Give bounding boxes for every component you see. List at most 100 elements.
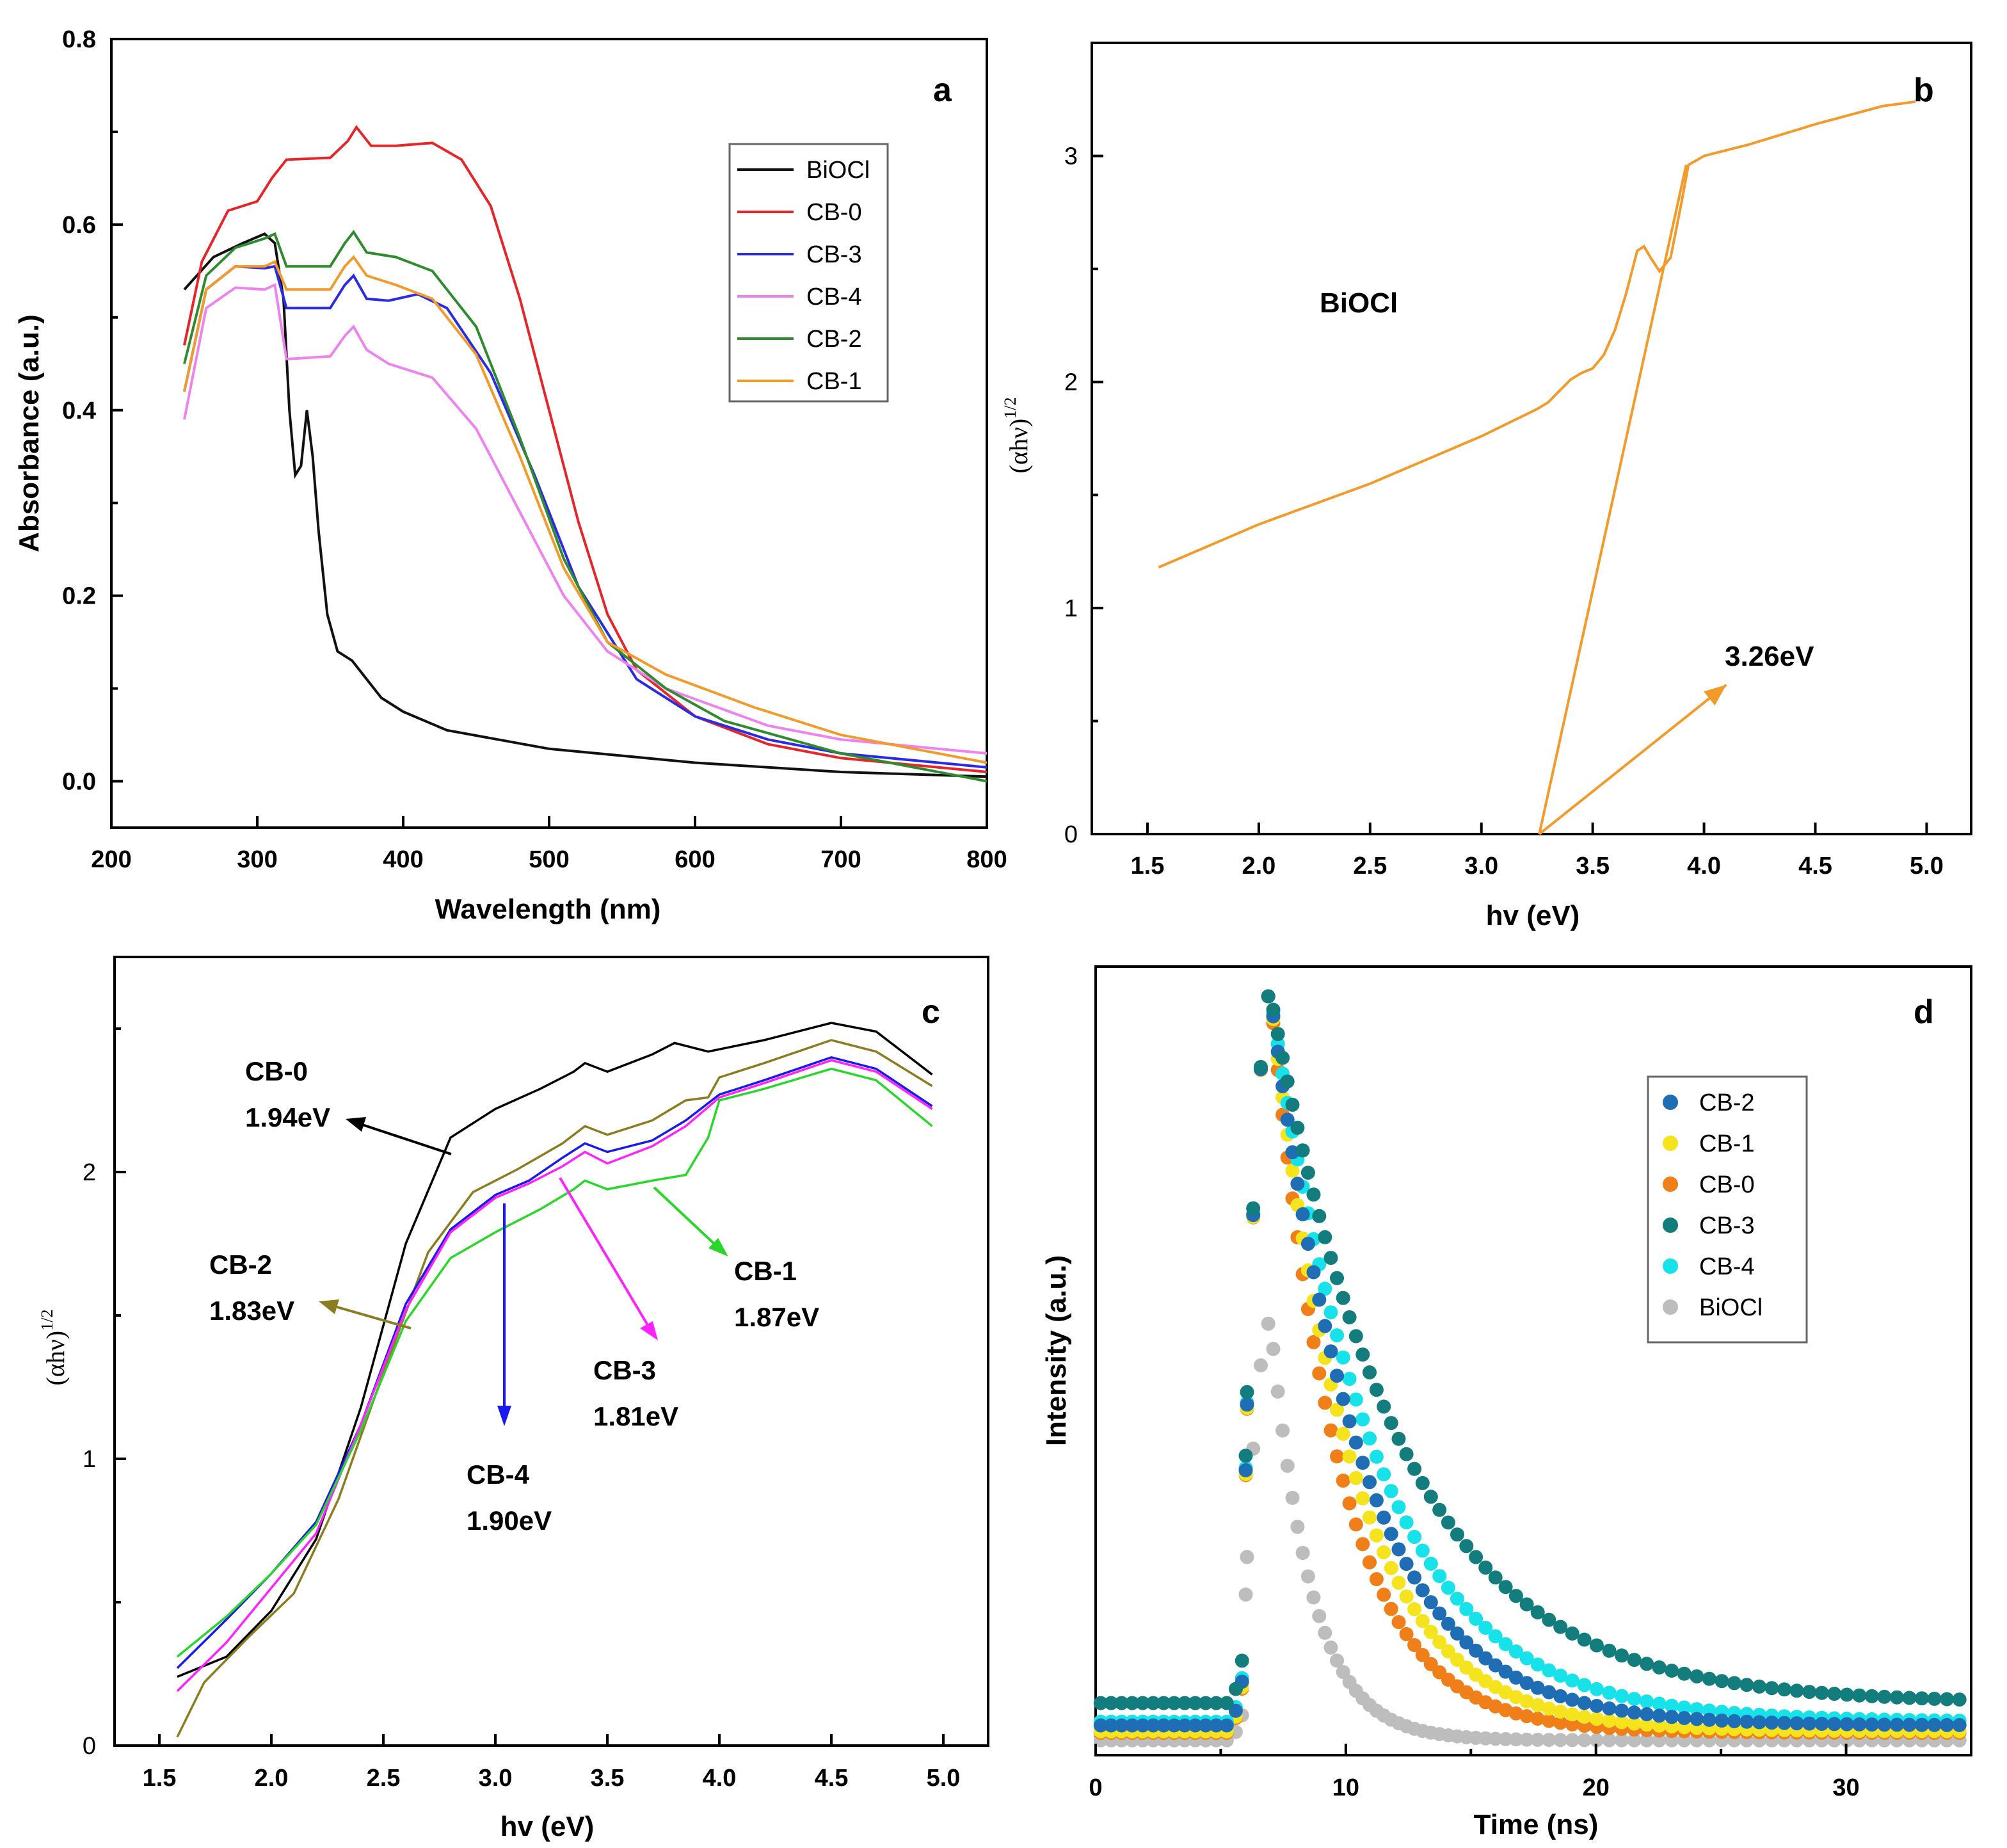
data-point-CB-2 — [1219, 1718, 1234, 1733]
panel-c-ticks: 1.5 2.0 2.5 3.0 3.5 4.0 4.5 5.0 0 1 2 — [83, 1027, 960, 1792]
data-point-CB-4 — [1542, 1663, 1556, 1678]
data-point-CB-2 — [1199, 1718, 1213, 1733]
data-point-CB-1 — [1530, 1698, 1545, 1712]
data-point-CB-0 — [1553, 1715, 1568, 1730]
data-point-CB-1 — [1369, 1528, 1384, 1543]
series-line-CB-3 — [183, 264, 988, 769]
data-point-CB-3 — [1104, 1696, 1119, 1710]
data-point-CB-3 — [1363, 1365, 1377, 1379]
data-point-CB-3 — [1209, 1696, 1224, 1710]
series-line-CB-1 — [176, 1067, 933, 1658]
data-point-CB-2 — [1342, 1414, 1357, 1429]
data-point-CB-0 — [1312, 1366, 1327, 1381]
y-tick-label: 0 — [1064, 821, 1078, 848]
data-point-CB-2 — [1677, 1711, 1691, 1725]
data-point-CB-2 — [1802, 1716, 1817, 1731]
data-point-CB-4 — [1441, 1580, 1455, 1595]
legend-marker — [1663, 1095, 1678, 1110]
panel-c-annotations: CB-0 1.94eV CB-2 1.83eV CB-4 1.90eV CB-3… — [209, 1056, 819, 1536]
data-point-CB-2 — [1300, 1237, 1315, 1251]
data-point-CB-1 — [1330, 1402, 1344, 1417]
data-point-BiOCl — [1615, 1733, 1629, 1748]
data-point-CB-0 — [1323, 1423, 1338, 1438]
x-tick-label: 0 — [1089, 1774, 1102, 1801]
x-tick-label: 4.5 — [1798, 853, 1832, 880]
data-point-CB-2 — [1432, 1606, 1447, 1621]
data-point-BiOCl — [1300, 1569, 1315, 1584]
data-point-CB-0 — [1348, 1517, 1363, 1532]
data-point-CB-3 — [1377, 1399, 1391, 1414]
data-point-CB-2 — [1114, 1718, 1129, 1733]
data-point-CB-3 — [1952, 1692, 1967, 1707]
y-tick-label: 1 — [83, 1446, 96, 1473]
data-point-BiOCl — [1312, 1609, 1327, 1623]
data-point-CB-3 — [1156, 1696, 1171, 1710]
legend-marker — [1663, 1177, 1678, 1192]
data-point-CB-3 — [1441, 1515, 1455, 1530]
cb4-value: 1.90eV — [467, 1506, 552, 1536]
data-point-CB-4 — [1377, 1467, 1391, 1482]
data-point-CB-4 — [1488, 1629, 1503, 1644]
data-point-CB-3 — [1266, 1002, 1281, 1017]
data-point-CB-2 — [1423, 1595, 1438, 1610]
legend-label: CB-1 — [1699, 1130, 1755, 1157]
data-point-CB-1 — [1519, 1694, 1534, 1708]
data-point-CB-0 — [1342, 1496, 1357, 1511]
data-point-BiOCl — [1238, 1587, 1253, 1602]
data-point-BiOCl — [1553, 1733, 1568, 1748]
legend-label: CB-0 — [806, 199, 862, 226]
data-point-BiOCl — [1306, 1590, 1321, 1605]
data-point-CB-2 — [1827, 1717, 1842, 1731]
data-point-CB-2 — [1577, 1696, 1592, 1710]
data-point-CB-0 — [1318, 1395, 1332, 1410]
data-point-CB-3 — [1391, 1431, 1406, 1446]
cb3-arrow — [559, 1177, 649, 1326]
data-point-CB-0 — [1330, 1449, 1344, 1464]
data-point-CB-1 — [1615, 1715, 1629, 1730]
data-point-CB-1 — [1627, 1716, 1642, 1731]
data-point-CB-3 — [1342, 1310, 1357, 1324]
data-point-CB-2 — [1542, 1685, 1556, 1699]
data-point-BiOCl — [1577, 1733, 1592, 1748]
data-point-CB-2 — [1902, 1717, 1917, 1732]
panel-b: 1.5 2.0 2.5 3.0 3.5 4.0 4.5 5.0 0 1 2 3 b BiOCl 3.2… — [1001, 42, 1972, 931]
data-point-BiOCl — [1519, 1732, 1534, 1747]
x-tick-label: 10 — [1332, 1774, 1359, 1801]
data-point-CB-3 — [1399, 1447, 1414, 1461]
x-tick-label: 400 — [383, 846, 423, 873]
data-point-CB-2 — [1839, 1717, 1854, 1731]
data-point-CB-3 — [1254, 1059, 1268, 1074]
data-point-CB-4 — [1432, 1569, 1447, 1584]
data-point-CB-3 — [1940, 1692, 1955, 1707]
data-point-BiOCl — [1530, 1732, 1545, 1747]
data-point-CB-2 — [1715, 1713, 1729, 1728]
series-line-CB-0 — [183, 125, 988, 773]
data-point-CB-4 — [1478, 1621, 1493, 1635]
data-point-CB-3 — [1915, 1691, 1929, 1706]
data-point-BiOCl — [1589, 1733, 1604, 1748]
cb0-name: CB-0 — [245, 1056, 308, 1086]
data-point-CB-3 — [1125, 1696, 1140, 1710]
panel-d-legend: CB-2 CB-1 CB-0 CB-3 CB-4 BiOCl — [1647, 1075, 1808, 1344]
data-point-CB-3 — [1384, 1416, 1398, 1431]
data-point-CB-3 — [1577, 1632, 1592, 1647]
y-tick-label: 0.4 — [62, 398, 96, 424]
data-point-CB-2 — [1864, 1717, 1879, 1732]
data-point-CB-3 — [1764, 1681, 1779, 1696]
data-point-CB-2 — [1384, 1527, 1398, 1541]
data-point-CB-3 — [1300, 1166, 1315, 1180]
data-point-BiOCl — [1488, 1731, 1503, 1746]
x-tick-label: 2.5 — [367, 1765, 401, 1792]
x-tick-label: 4.0 — [1687, 853, 1721, 880]
data-point-CB-4 — [1565, 1673, 1579, 1688]
data-point-CB-4 — [1415, 1543, 1430, 1558]
cb4-arrowhead — [497, 1406, 511, 1426]
data-point-CB-2 — [1764, 1715, 1779, 1730]
data-point-CB-3 — [1715, 1674, 1729, 1689]
data-point-CB-3 — [1864, 1689, 1879, 1703]
x-tick-label: 3.5 — [591, 1765, 625, 1792]
data-point-CB-3 — [1146, 1696, 1160, 1710]
x-tick-label: 4.0 — [703, 1765, 737, 1792]
data-point-CB-2 — [1104, 1718, 1119, 1733]
